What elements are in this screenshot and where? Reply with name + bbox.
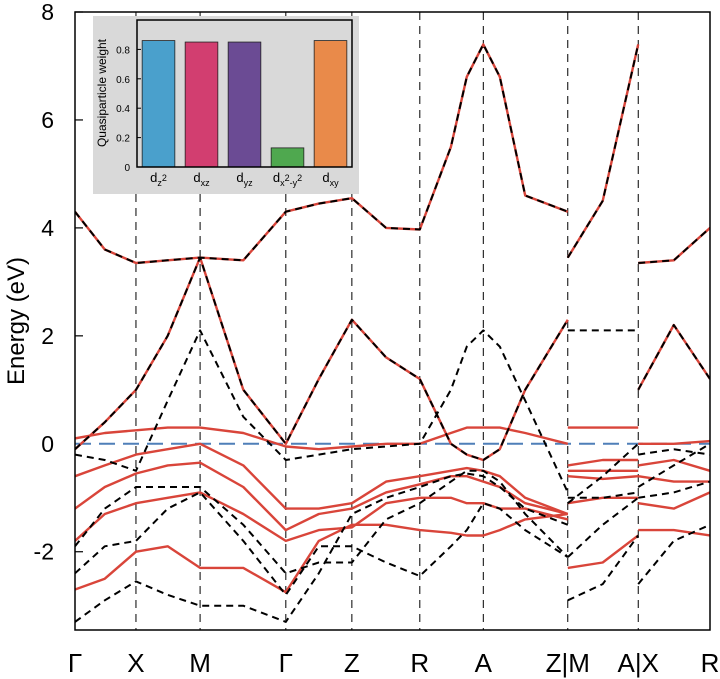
label-part: z: [205, 178, 210, 188]
x-tick-label: Z|M: [546, 648, 590, 678]
x-tick-label: A: [475, 648, 493, 678]
band: [75, 256, 710, 462]
inset-y-tick-label: 0.6: [116, 75, 130, 86]
band: [75, 442, 710, 516]
label-part: d: [322, 170, 329, 185]
inset-bar: [227, 41, 262, 168]
inset-bar: [270, 147, 305, 168]
label-part: x: [280, 178, 285, 188]
band: [75, 443, 710, 623]
label-part: d: [273, 170, 280, 185]
band: [75, 43, 710, 264]
x-tick-label: A|X: [618, 648, 659, 678]
inset-x-tick-label: dxz: [193, 170, 210, 188]
inset-x-tick-label: dyz: [236, 170, 253, 188]
label-part: y: [244, 178, 249, 188]
inset-x-tick-label: dx2-y2: [273, 170, 302, 188]
band: [75, 256, 710, 461]
label-part: d: [236, 170, 243, 185]
x-tick-label: Γ: [279, 648, 293, 678]
label-part: z: [248, 178, 253, 188]
label-part: 2: [162, 173, 167, 183]
x-tick-label: R: [410, 648, 429, 678]
inset-y-tick-label: 0.2: [116, 134, 130, 145]
y-axis-label: Energy (eV): [3, 257, 30, 385]
inset-y-tick-label: 0.4: [116, 104, 130, 115]
y-tick-label: 6: [41, 107, 54, 133]
label-part: -: [290, 178, 293, 188]
x-tick-label: R: [701, 648, 720, 678]
inset-frame: [136, 19, 353, 168]
label-part: 2: [285, 173, 290, 183]
inset-bar: [141, 40, 176, 168]
y-tick-label: -2: [34, 539, 54, 565]
band: [75, 461, 710, 532]
label-part: 2: [297, 173, 302, 183]
band: [75, 469, 710, 575]
band: [75, 426, 710, 467]
inset-x-tick-label: dz2: [150, 170, 167, 188]
label-part: y: [293, 178, 298, 188]
inset-y-tick-label: 0: [124, 163, 130, 174]
y-tick-label: 4: [41, 215, 54, 241]
inset-y-tick-label: 0.8: [116, 45, 130, 56]
y-tick-label: 2: [41, 323, 54, 349]
label-part: d: [150, 170, 157, 185]
label-part: z: [157, 178, 162, 188]
plot-frame: [74, 11, 711, 631]
inset-bar: [313, 40, 348, 168]
label-part: y: [334, 178, 339, 188]
band: [75, 491, 710, 602]
x-tick-label: M: [189, 648, 211, 678]
y-tick-label: 0: [41, 431, 54, 457]
x-tick-label: X: [127, 648, 144, 678]
y-tick-label: 8: [41, 0, 54, 25]
x-tick-label: Γ: [68, 648, 82, 678]
band: [75, 512, 710, 594]
inset-x-tick-label: dxy: [322, 170, 339, 188]
inset-bar: [184, 41, 219, 168]
inset-y-label: Quasiparticle weight: [95, 38, 109, 147]
band: [75, 329, 710, 499]
x-tick-label: Z: [344, 648, 360, 678]
label-part: x: [330, 178, 335, 188]
label-part: d: [193, 170, 200, 185]
label-part: x: [201, 178, 206, 188]
